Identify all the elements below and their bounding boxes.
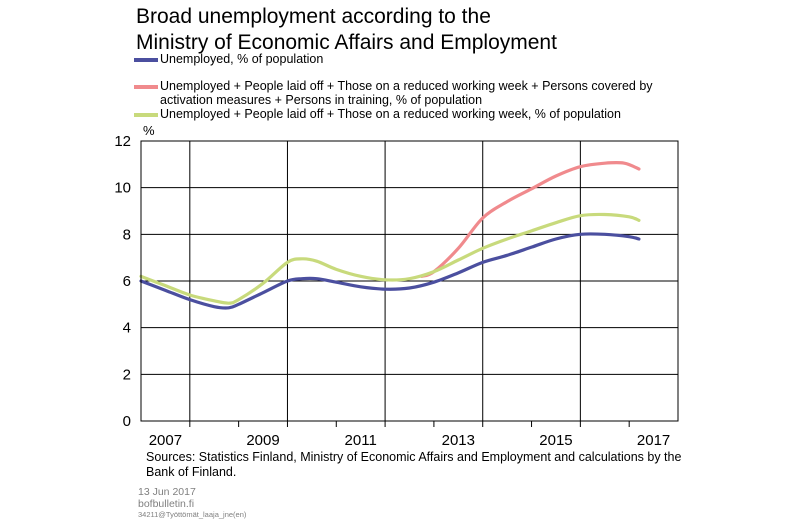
x-tick-label: 2009 [246, 432, 279, 449]
y-tick-label: 4 [123, 320, 131, 337]
grid [141, 140, 678, 422]
y-tick-label: 2 [123, 366, 131, 383]
legend-label: Unemployed, % of population [160, 52, 324, 66]
legend-swatch [134, 58, 158, 62]
chart-title-line-2: Ministry of Economic Affairs and Employm… [136, 31, 557, 54]
legend-item-laid-off: Unemployed + People laid off + Those on … [132, 107, 692, 121]
legend-label: Unemployed + People laid off + Those on … [160, 79, 653, 107]
x-tick-label: 2007 [149, 432, 182, 449]
y-tick-label: 0 [123, 413, 131, 430]
chart-code: 34211@Työttömät_laaja_jne(en) [138, 510, 247, 519]
x-tick-label: 2017 [637, 432, 670, 449]
series-line-0 [139, 232, 641, 310]
series-line-2 [139, 212, 641, 305]
publish-date: 13 Jun 2017 [138, 486, 196, 498]
plot-area [139, 160, 641, 310]
series-line-1 [420, 160, 641, 278]
legend-swatch [134, 85, 158, 89]
y-axis-label: % [143, 123, 155, 138]
y-tick-label: 10 [114, 180, 131, 197]
footer-meta: 13 Jun 2017 bofbulletin.fi 34211@Työttöm… [138, 486, 246, 520]
legend-swatch [134, 113, 158, 117]
y-tick-label: 12 [114, 133, 131, 150]
axes: 0 2 4 6 8 10 12 2007 2009 2011 2013 2015 2017% [114, 123, 679, 449]
x-tick-label: 2013 [442, 432, 475, 449]
y-tick-label: 6 [123, 273, 131, 290]
legend-item-unemployed: Unemployed, % of population [132, 52, 692, 66]
chart-title: Broad unemployment according to the Mini… [136, 4, 557, 56]
site-name: bofbulletin.fi [138, 498, 195, 510]
legend-label: Unemployed + People laid off + Those on … [160, 107, 621, 121]
x-tick-label: 2011 [345, 432, 377, 449]
legend: Unemployed, % of population Unemployed +… [132, 52, 692, 121]
legend-item-broad: Unemployed + People laid off + Those on … [132, 79, 692, 107]
chart-title-line-1: Broad unemployment according to the [136, 5, 491, 28]
x-tick-label: 2015 [539, 432, 572, 449]
plot-frame [140, 140, 679, 422]
y-tick-label: 8 [123, 226, 131, 243]
source-note: Sources: Statistics Finland, Ministry of… [146, 450, 682, 479]
